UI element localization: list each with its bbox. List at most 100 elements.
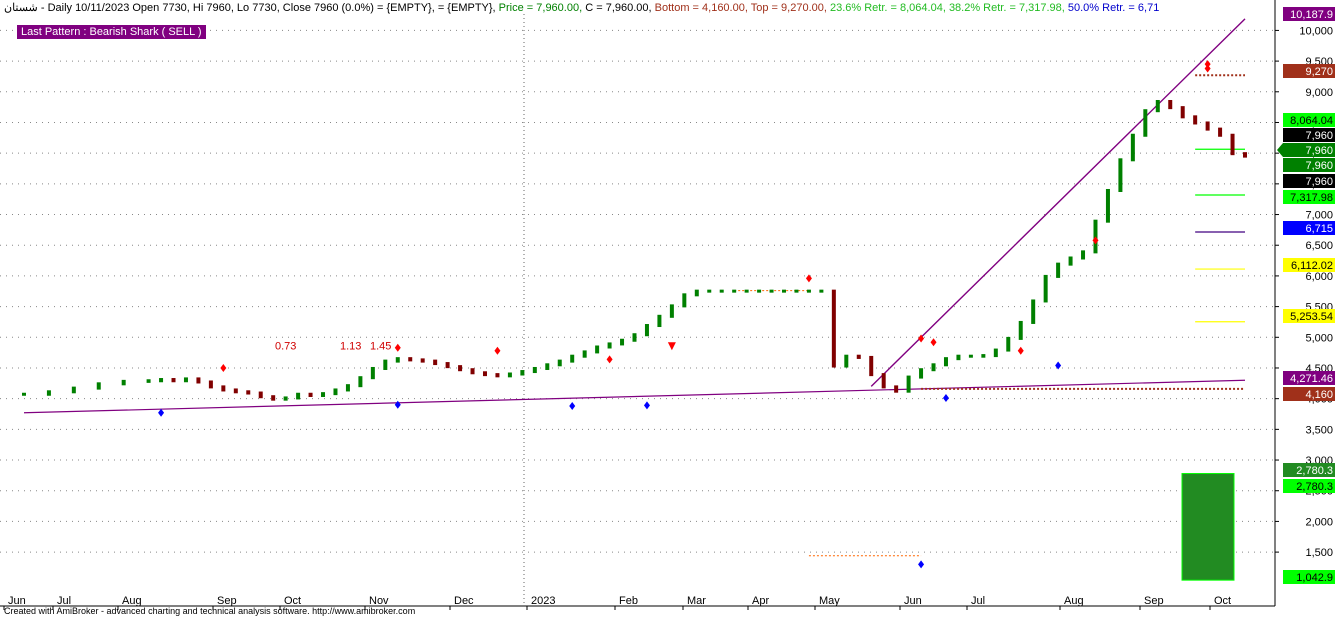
price-candle	[1143, 109, 1148, 137]
x-tick-label: Sep	[217, 595, 237, 607]
pattern-leg-line	[870, 18, 1246, 387]
price-candle	[1243, 152, 1247, 158]
price-tag-bg	[1283, 143, 1335, 157]
price-candle	[545, 363, 550, 370]
fib-ratio-label: 1.13	[340, 341, 361, 353]
retr-236-value: 23.6% Retr. = 8,064.04,	[829, 2, 946, 14]
price-candle	[993, 348, 998, 358]
price-candle	[1105, 188, 1110, 223]
price-tag-bg	[1283, 64, 1335, 78]
price-tag-bg	[1283, 158, 1335, 172]
x-tick-label: Jun	[8, 595, 26, 607]
price-candle	[919, 368, 924, 379]
x-tick-label: 2023	[531, 595, 555, 607]
price-tag-label: 4,160	[1305, 389, 1333, 401]
price-candle	[956, 354, 961, 361]
price-tag-label: 4,271.46	[1290, 373, 1333, 385]
price-candle	[1006, 336, 1011, 352]
price-candle	[595, 345, 600, 354]
price-candle	[632, 333, 637, 342]
y-tick-label: 9,000	[1305, 87, 1333, 99]
price-candle	[981, 354, 986, 358]
price-candle	[358, 376, 363, 388]
price-candle	[894, 385, 899, 393]
price-candle	[806, 289, 811, 293]
price-candle	[121, 379, 126, 386]
price-candle	[146, 379, 151, 383]
down-arrow-marker	[667, 342, 676, 351]
price-candle	[1018, 320, 1023, 340]
price-candle	[296, 392, 301, 400]
price-tag-bg	[1283, 190, 1335, 204]
fib-ratio-label: 0.73	[275, 341, 296, 353]
price-value: Price = 7,960.00,	[498, 2, 583, 14]
price-candle	[1031, 299, 1036, 324]
price-tag-bg	[1283, 371, 1335, 385]
price-candle	[1081, 250, 1086, 260]
x-tick-label: Feb	[619, 595, 638, 607]
price-tag-label: 2,780.3	[1296, 481, 1333, 493]
price-candle	[221, 385, 226, 392]
price-candle	[943, 357, 948, 367]
buy-signal-marker	[942, 394, 949, 403]
bottom-value: Bottom = 4,160.00,	[654, 2, 748, 14]
price-candle	[682, 293, 687, 308]
x-tick-label: Jul	[57, 595, 71, 607]
price-candle	[844, 354, 849, 368]
price-candle	[1068, 256, 1073, 266]
ohlc-summary: - Daily 10/11/2023 Open 7730, Hi 7960, L…	[40, 2, 374, 14]
price-candle	[520, 370, 525, 376]
price-candle	[482, 371, 487, 377]
price-candle	[869, 355, 874, 377]
price-candle	[383, 359, 388, 370]
price-tag-label: 8,064.04	[1290, 115, 1333, 127]
price-candle	[395, 357, 400, 363]
price-candle	[246, 390, 251, 395]
price-candle	[22, 392, 26, 396]
price-tag-bg	[1283, 221, 1335, 235]
price-tag-label: 7,960	[1305, 130, 1333, 142]
symbol-name: شستان	[4, 2, 38, 14]
price-candle	[968, 354, 973, 358]
price-candle	[321, 392, 326, 397]
price-candle	[433, 359, 438, 366]
price-candle	[757, 289, 762, 293]
price-candle	[931, 363, 936, 372]
price-candle	[159, 378, 164, 383]
price-candle	[669, 304, 674, 318]
price-candle	[1056, 262, 1061, 278]
price-tag-label: 10,187.9	[1290, 9, 1333, 21]
price-candle	[345, 384, 350, 392]
price-candle	[470, 368, 475, 375]
price-candle	[445, 362, 450, 369]
y-tick-label: 10,000	[1299, 25, 1333, 37]
x-tick-label: Aug	[122, 595, 142, 607]
y-tick-label: 7,000	[1305, 210, 1333, 222]
price-candle	[233, 388, 238, 394]
price-tag-label: 7,960	[1305, 160, 1333, 172]
price-candle	[744, 289, 749, 293]
price-candle	[71, 386, 76, 394]
sell-signal-marker	[394, 343, 401, 352]
top-value: Top = 9,270.00,	[750, 2, 827, 14]
price-candle	[1218, 127, 1223, 137]
price-tag-bg	[1283, 570, 1335, 584]
price-candle	[408, 357, 413, 362]
empty-field-2: = {EMPTY},	[437, 2, 496, 14]
price-candle	[1180, 106, 1185, 119]
y-tick-label: 5,000	[1305, 332, 1333, 344]
x-tick-label: Sep	[1144, 595, 1164, 607]
x-tick-label: Mar	[687, 595, 706, 607]
sell-signal-marker	[606, 355, 613, 364]
prz-box	[1181, 473, 1235, 581]
price-candle	[620, 338, 625, 346]
price-candle	[644, 324, 649, 337]
price-candle	[171, 378, 176, 383]
x-tick-label: Aug	[1064, 595, 1084, 607]
price-candle	[370, 366, 375, 380]
price-tag-bg	[1283, 479, 1335, 493]
price-candle	[782, 289, 787, 293]
price-tag-bg	[1283, 113, 1335, 127]
x-tick-label: Oct	[1214, 595, 1231, 607]
